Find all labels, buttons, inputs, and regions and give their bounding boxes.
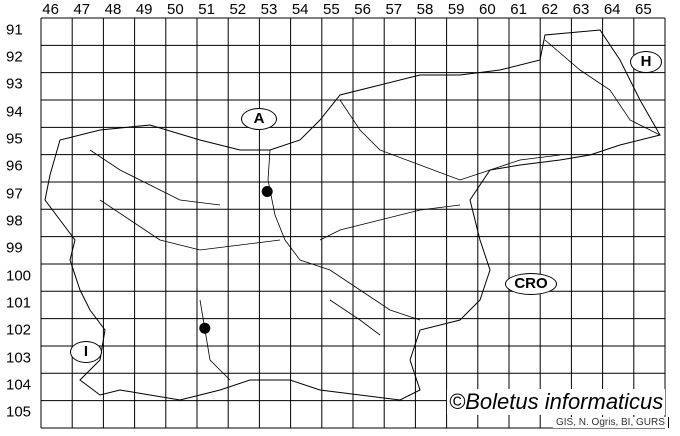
credit-text: GIS, N. Ogris, BI, GURS — [553, 417, 669, 428]
column-label: 46 — [42, 1, 59, 18]
column-label: 48 — [104, 1, 122, 18]
column-label: 52 — [229, 1, 247, 18]
column-label: 65 — [635, 1, 652, 18]
column-label: 60 — [479, 1, 496, 18]
column-label: 54 — [291, 1, 309, 18]
grid-lines — [40, 17, 666, 429]
austria-label: A — [241, 108, 277, 130]
country-outline — [44, 29, 661, 401]
copyright-text: ©Boletus informaticus — [447, 389, 666, 415]
column-label: 63 — [572, 1, 590, 18]
rivers — [89, 39, 661, 381]
row-label: 99 — [6, 239, 23, 257]
record-dots — [199, 186, 273, 334]
column-label: 50 — [167, 1, 184, 18]
row-label: 95 — [6, 130, 23, 148]
row-label: 96 — [6, 157, 23, 175]
row-label: 103 — [6, 349, 32, 367]
row-label: 100 — [6, 267, 32, 285]
croatia-label: CRO — [505, 273, 557, 295]
column-label: 51 — [198, 1, 215, 18]
column-label: 61 — [510, 1, 527, 18]
row-label: 104 — [6, 376, 32, 394]
column-label: 58 — [416, 1, 434, 18]
column-label: 53 — [260, 1, 278, 18]
row-label: 92 — [6, 48, 23, 66]
row-label: 94 — [6, 103, 23, 121]
row-label: 105 — [6, 403, 32, 421]
row-label: 98 — [6, 212, 23, 230]
column-label: 55 — [323, 1, 340, 18]
italy-label: I — [70, 341, 102, 363]
row-label: 93 — [6, 75, 23, 93]
record-dot — [261, 186, 273, 198]
row-label: 97 — [6, 185, 23, 203]
record-dot — [199, 322, 211, 334]
column-label: 57 — [385, 1, 403, 18]
column-label: 59 — [447, 1, 465, 18]
column-label: 47 — [73, 1, 91, 18]
column-label: 56 — [354, 1, 371, 18]
row-label: 101 — [6, 294, 32, 312]
column-label: 64 — [603, 1, 621, 18]
row-label: 102 — [6, 321, 32, 339]
column-label: 49 — [135, 1, 153, 18]
row-label: 91 — [6, 21, 23, 39]
hungary-label: H — [630, 51, 662, 73]
column-label: 62 — [541, 1, 559, 18]
